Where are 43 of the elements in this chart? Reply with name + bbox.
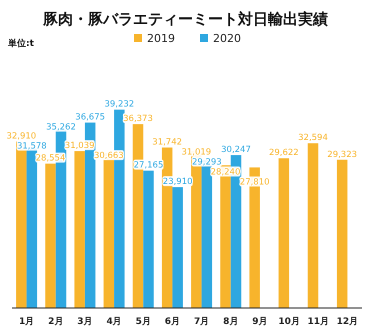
x-tick-label: 10月 xyxy=(278,316,300,327)
data-label: 31,019 xyxy=(181,148,212,158)
x-tick-label: 7月 xyxy=(194,316,210,327)
data-label: 30,247 xyxy=(221,145,251,156)
data-label: 32,594 xyxy=(298,133,328,144)
data-label: 39,232 xyxy=(104,100,134,110)
data-label: 28,240 xyxy=(210,168,240,178)
bar xyxy=(45,164,56,308)
bar xyxy=(143,170,154,308)
data-label: 32,910 xyxy=(6,132,36,142)
data-label: 28,554 xyxy=(36,154,66,164)
legend-label: 2019 xyxy=(147,32,175,45)
bar xyxy=(278,158,290,308)
x-tick-label: 11月 xyxy=(307,316,330,327)
x-tick-label: 5月 xyxy=(136,316,151,327)
text: 単位:t xyxy=(7,38,35,49)
data-label: 36,675 xyxy=(75,112,106,123)
bar xyxy=(308,143,318,308)
bar xyxy=(172,187,183,308)
x-tick-label: 1月 xyxy=(18,316,34,327)
data-label: 29,323 xyxy=(327,150,358,160)
x-tick-label: 4月 xyxy=(106,316,122,327)
chart-title: 豚肉・豚バラエティーミート対日輸出実績 xyxy=(42,10,328,28)
data-label: 30,663 xyxy=(94,151,124,162)
legend-label: 2020 xyxy=(213,32,241,45)
bar xyxy=(74,151,85,308)
x-tick-label: 3月 xyxy=(77,316,93,327)
data-label: 27,810 xyxy=(240,178,270,188)
x-tick-label: 9月 xyxy=(252,316,268,327)
data-label: 29,622 xyxy=(268,148,299,158)
data-label: 31,742 xyxy=(152,138,182,148)
data-label: 27,165 xyxy=(134,160,164,171)
data-label: 36,373 xyxy=(123,114,153,124)
data-label: 29,293 xyxy=(192,158,222,168)
data-label: 31,578 xyxy=(16,142,47,152)
x-tick-label: 2月 xyxy=(48,316,64,327)
data-label: 23,910 xyxy=(162,177,193,188)
data-label: 35,262 xyxy=(46,122,76,133)
x-tick-label: 12月 xyxy=(336,316,358,327)
data-label: 31,039 xyxy=(64,141,95,152)
x-tick-label: 6月 xyxy=(164,316,180,327)
bar xyxy=(336,160,348,308)
x-tick-label: 8月 xyxy=(223,316,238,327)
